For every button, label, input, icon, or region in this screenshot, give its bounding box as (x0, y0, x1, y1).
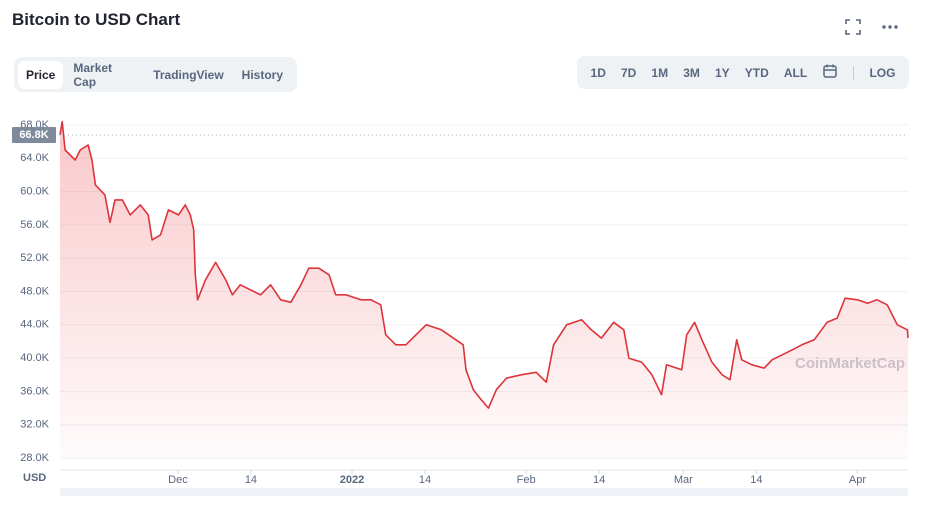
log-button[interactable]: LOG (869, 65, 896, 80)
navigator (60, 488, 908, 496)
calendar-button[interactable] (822, 63, 838, 82)
range-button[interactable]: 3M (683, 65, 700, 80)
tab-button[interactable]: TradingView (153, 67, 224, 82)
y-tick-label: 56.0K (20, 219, 49, 231)
chart-tabs: Price Market Cap TradingView History (14, 57, 297, 92)
x-tick-label: 14 (419, 474, 431, 486)
y-tick-label: 32.0K (20, 419, 49, 431)
header-icons (842, 16, 912, 38)
y-tick-label: 60.0K (20, 186, 49, 198)
range-button[interactable]: 1Y (714, 65, 730, 80)
y-tick-label: 48.0K (20, 285, 49, 297)
price-area (60, 121, 908, 458)
range-button[interactable]: 7D (620, 65, 637, 80)
calendar-icon (823, 64, 837, 78)
range-button[interactable]: 1D (590, 65, 606, 80)
x-tick-label: 14 (593, 474, 605, 486)
x-tick-label: 14 (750, 474, 762, 486)
tab-button[interactable]: History (241, 67, 283, 82)
range-button[interactable]: 1M (651, 65, 669, 80)
x-tick-label: 14 (245, 474, 257, 486)
x-tick-label: Dec (168, 474, 188, 486)
x-tick-label: Apr (849, 474, 866, 486)
y-tick-label: 64.0K (20, 152, 49, 164)
tab-button[interactable]: Market Cap (73, 60, 113, 89)
price-tag (12, 126, 56, 143)
price-tag-label: 66.8K (19, 129, 48, 141)
range-button[interactable]: ALL (783, 65, 808, 80)
fullscreen-icon[interactable] (845, 19, 861, 35)
range-button[interactable]: YTD (744, 65, 769, 80)
range-selector: 1D 7D 1M 3M 1Y YTD ALL LOG (577, 56, 909, 89)
x-tick-label: Mar (674, 474, 693, 486)
chart: 28.0K 32.0K 36.0K 40.0K 44.0K 48.0K 52.0K 56.0K… (12, 119, 909, 496)
y-tick-label: 44.0K (20, 319, 49, 331)
y-tick-label: 40.0K (20, 352, 49, 364)
chart-title: Bitcoin to USD Chart (12, 10, 181, 29)
y-tick-label: 36.0K (20, 385, 49, 397)
tab-button[interactable]: Price (18, 60, 64, 89)
separator (853, 65, 855, 80)
y-tick-label: 28.0K (20, 452, 49, 464)
icon-set (845, 19, 898, 35)
x-tick-label: Feb (517, 474, 536, 486)
y-tick-label: 52.0K (20, 252, 49, 264)
more-icon[interactable] (882, 25, 898, 29)
x-tick-label: 2022 (340, 474, 364, 486)
currency-label: USD (23, 472, 46, 484)
price-line (59, 120, 909, 409)
